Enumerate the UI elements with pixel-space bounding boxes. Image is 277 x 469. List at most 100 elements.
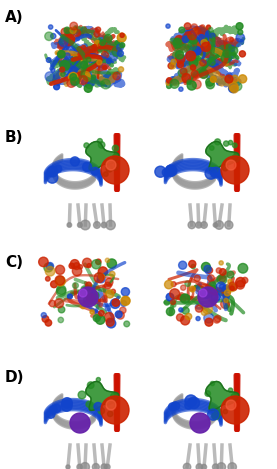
- Circle shape: [190, 65, 196, 70]
- Circle shape: [112, 299, 119, 306]
- Circle shape: [202, 291, 210, 299]
- Circle shape: [171, 59, 176, 64]
- Circle shape: [77, 464, 83, 469]
- Circle shape: [232, 143, 237, 148]
- Circle shape: [175, 36, 184, 45]
- Circle shape: [106, 400, 116, 410]
- Circle shape: [94, 31, 100, 37]
- Circle shape: [70, 413, 90, 433]
- Circle shape: [171, 300, 176, 304]
- Circle shape: [230, 286, 234, 290]
- Circle shape: [105, 258, 109, 263]
- Circle shape: [59, 38, 68, 46]
- Circle shape: [178, 295, 182, 300]
- Circle shape: [101, 156, 129, 184]
- Circle shape: [212, 464, 219, 469]
- Circle shape: [166, 84, 171, 89]
- Circle shape: [185, 313, 192, 319]
- Circle shape: [115, 41, 119, 45]
- Circle shape: [199, 69, 208, 78]
- Circle shape: [215, 408, 222, 416]
- Circle shape: [221, 287, 230, 296]
- Circle shape: [223, 293, 229, 299]
- Circle shape: [155, 166, 166, 177]
- Circle shape: [166, 165, 175, 175]
- Circle shape: [78, 265, 83, 269]
- Circle shape: [189, 260, 196, 267]
- Circle shape: [83, 72, 90, 79]
- Circle shape: [210, 33, 215, 38]
- Circle shape: [94, 402, 102, 411]
- Circle shape: [69, 263, 75, 269]
- Text: B): B): [5, 130, 24, 145]
- Circle shape: [180, 294, 190, 303]
- Circle shape: [211, 285, 216, 290]
- Circle shape: [185, 281, 191, 287]
- Circle shape: [179, 87, 183, 91]
- Circle shape: [117, 311, 124, 319]
- Circle shape: [64, 53, 70, 59]
- Circle shape: [204, 313, 214, 323]
- Circle shape: [89, 49, 98, 58]
- Circle shape: [168, 403, 176, 411]
- Circle shape: [101, 222, 107, 228]
- Circle shape: [164, 300, 170, 305]
- Circle shape: [185, 36, 192, 42]
- Polygon shape: [86, 381, 119, 410]
- Circle shape: [191, 24, 198, 30]
- Circle shape: [239, 51, 245, 57]
- Circle shape: [117, 44, 124, 51]
- Circle shape: [81, 287, 89, 295]
- Circle shape: [212, 413, 217, 418]
- Circle shape: [228, 140, 233, 145]
- Circle shape: [200, 60, 206, 66]
- Circle shape: [117, 33, 126, 42]
- Circle shape: [86, 282, 91, 288]
- Circle shape: [176, 54, 185, 64]
- Circle shape: [210, 381, 214, 386]
- Circle shape: [83, 162, 92, 172]
- Circle shape: [107, 259, 117, 268]
- Circle shape: [45, 72, 55, 81]
- Circle shape: [168, 63, 174, 69]
- Circle shape: [231, 75, 238, 83]
- Circle shape: [176, 314, 184, 321]
- Circle shape: [54, 84, 60, 90]
- Circle shape: [87, 264, 91, 268]
- Circle shape: [198, 287, 218, 307]
- Circle shape: [47, 172, 58, 183]
- Circle shape: [106, 290, 114, 298]
- Circle shape: [223, 285, 230, 292]
- Circle shape: [74, 30, 81, 37]
- Circle shape: [221, 396, 249, 424]
- Circle shape: [189, 35, 198, 44]
- Circle shape: [184, 23, 191, 30]
- Circle shape: [112, 154, 120, 161]
- Circle shape: [69, 67, 78, 75]
- Circle shape: [174, 38, 181, 45]
- Circle shape: [215, 139, 220, 145]
- Circle shape: [86, 57, 91, 62]
- Circle shape: [236, 280, 245, 289]
- Circle shape: [113, 72, 120, 80]
- Circle shape: [214, 64, 219, 70]
- Circle shape: [95, 40, 100, 46]
- Circle shape: [110, 272, 115, 277]
- Circle shape: [189, 58, 198, 67]
- Circle shape: [231, 393, 236, 398]
- Circle shape: [81, 220, 90, 230]
- Circle shape: [77, 47, 82, 52]
- Circle shape: [39, 257, 48, 267]
- Circle shape: [166, 81, 170, 85]
- Circle shape: [70, 260, 79, 268]
- Circle shape: [103, 172, 108, 176]
- Circle shape: [68, 294, 72, 299]
- Polygon shape: [206, 142, 239, 171]
- Circle shape: [210, 76, 216, 82]
- Circle shape: [93, 315, 100, 322]
- Circle shape: [187, 81, 196, 90]
- Circle shape: [188, 221, 196, 229]
- Circle shape: [101, 396, 129, 424]
- Circle shape: [79, 289, 87, 297]
- Circle shape: [98, 142, 105, 148]
